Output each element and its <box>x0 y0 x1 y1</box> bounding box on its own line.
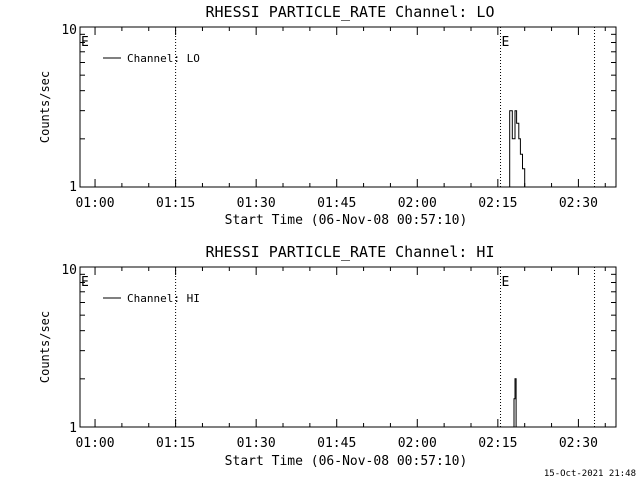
x-axis-label: Start Time (06-Nov-08 00:57:10) <box>225 454 468 469</box>
legend-label: Channel: LO <box>127 52 200 65</box>
chart-panel-hi: RHESSI PARTICLE_RATE Channel: HI Counts/… <box>38 243 617 469</box>
y-tick-label-top: 10 <box>61 263 77 278</box>
x-axis-label: Start Time (06-Nov-08 00:57:10) <box>225 213 468 228</box>
series-group <box>513 378 517 427</box>
x-tick-label: 01:15 <box>156 196 195 211</box>
y-tick-label-bottom: 1 <box>69 421 77 436</box>
x-tick-label: 02:30 <box>559 196 598 211</box>
series-group <box>509 110 526 187</box>
x-tick-label: 02:30 <box>559 436 598 451</box>
y-axis-minor-ticks <box>80 273 616 380</box>
y-tick-label-top: 10 <box>61 23 77 38</box>
y-axis-minor-ticks <box>80 33 616 140</box>
plot-frame <box>79 266 617 428</box>
x-axis-ticks: 01:00 01:15 01:30 01:45 02:00 02:15 02:30 <box>75 267 606 451</box>
y-tick-label-bottom: 1 <box>69 180 77 195</box>
legend-label: Channel: HI <box>127 292 200 305</box>
x-tick-label: 02:15 <box>478 436 517 451</box>
x-tick-label: 01:45 <box>317 436 356 451</box>
x-tick-label: 01:00 <box>75 436 114 451</box>
x-tick-label: 01:00 <box>75 196 114 211</box>
x-tick-label: 02:15 <box>478 196 517 211</box>
x-tick-label: 01:15 <box>156 436 195 451</box>
x-tick-label: 01:45 <box>317 196 356 211</box>
event-marker: E <box>502 35 510 50</box>
chart-title: RHESSI PARTICLE_RATE Channel: HI <box>206 243 495 261</box>
event-marker: E <box>502 275 510 290</box>
footer-timestamp: 15-Oct-2021 21:48 <box>544 469 636 479</box>
x-tick-label: 01:30 <box>237 196 276 211</box>
y-axis-label: Counts/sec <box>38 311 52 383</box>
series-line <box>509 110 526 187</box>
event-marker: E <box>81 35 89 50</box>
chart-title: RHESSI PARTICLE_RATE Channel: LO <box>206 3 495 21</box>
event-marker: E <box>81 275 89 290</box>
x-tick-label: 02:00 <box>398 436 437 451</box>
series-line <box>513 378 517 427</box>
x-tick-label: 01:30 <box>237 436 276 451</box>
y-axis-label: Counts/sec <box>38 71 52 143</box>
x-axis-ticks: 01:00 01:15 01:30 01:45 02:00 02:15 02:30 <box>75 27 606 211</box>
x-tick-label: 02:00 <box>398 196 437 211</box>
chart-panel-lo: RHESSI PARTICLE_RATE Channel: LO Counts/… <box>38 3 617 228</box>
plot-frame <box>79 26 617 188</box>
